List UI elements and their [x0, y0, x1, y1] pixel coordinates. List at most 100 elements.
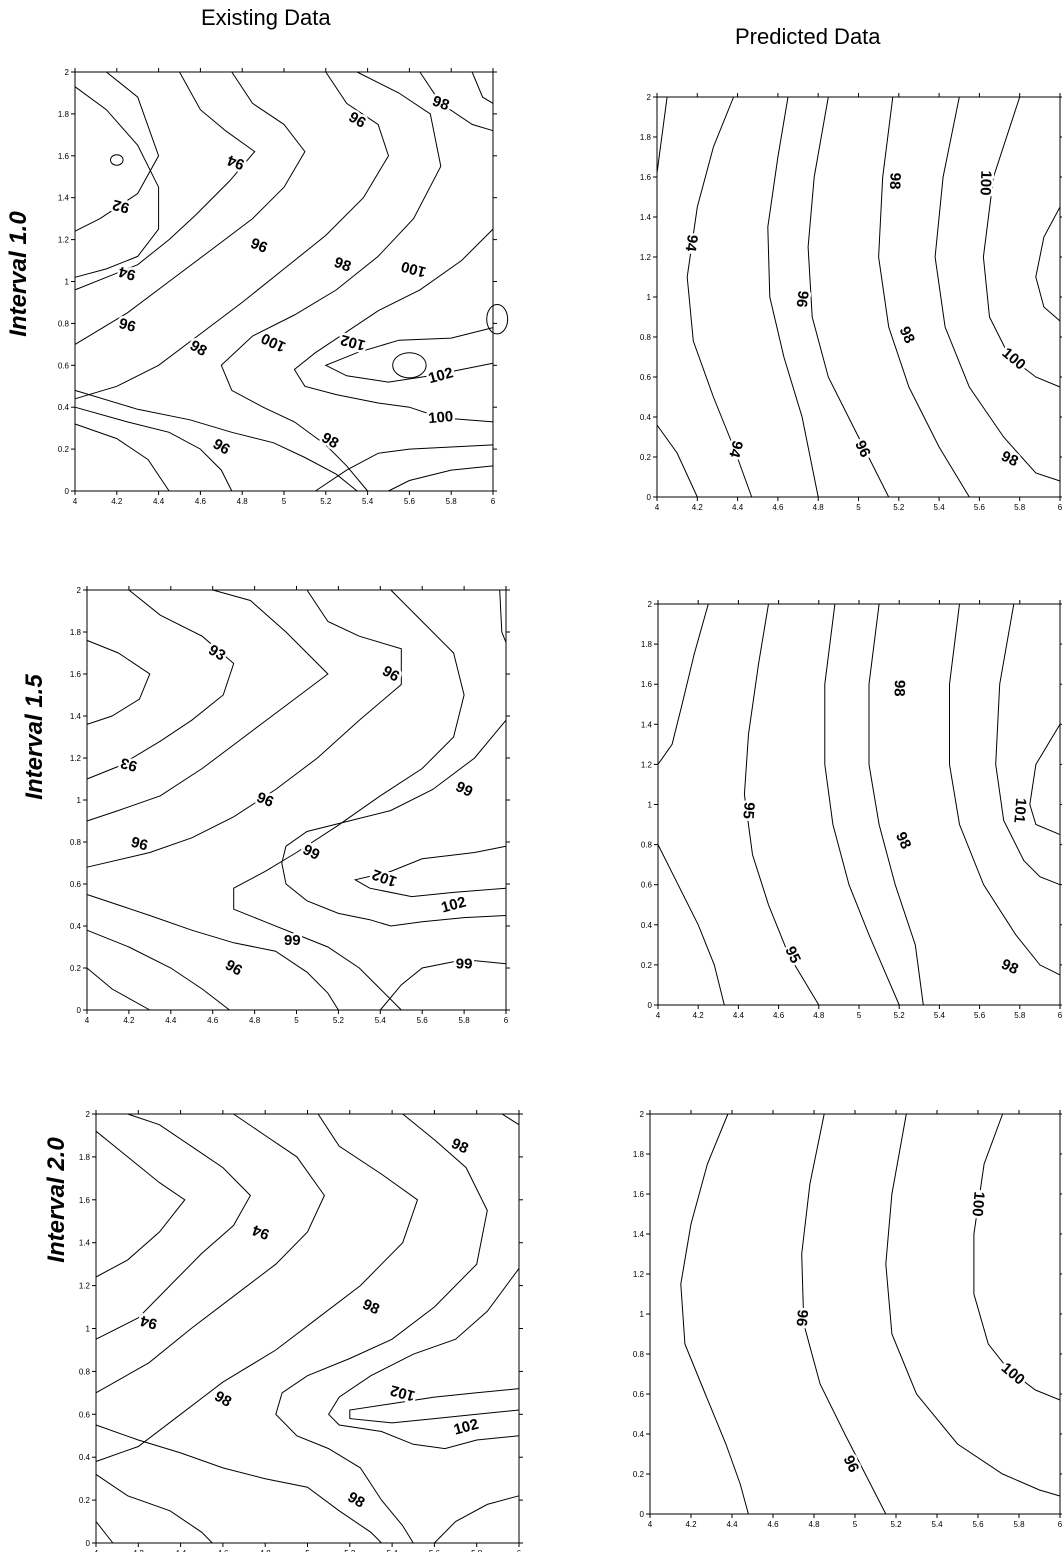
contour-value-label: 100 [399, 257, 428, 280]
y-tick-label: 1.8 [640, 133, 652, 142]
contour-value-label: 98 [890, 680, 908, 697]
x-tick-label: 4.4 [175, 1549, 187, 1552]
x-tick-label: 4.4 [733, 1011, 745, 1020]
contour-value-label: 98 [892, 829, 914, 851]
contour-line [434, 1495, 520, 1544]
contour-line [680, 1113, 749, 1515]
y-tick-label: 0.4 [79, 1453, 91, 1462]
contour-value-label: 98 [345, 1489, 368, 1512]
plot-frame [74, 71, 494, 492]
contour-value-label: 98 [360, 1296, 382, 1318]
contour-value-label: 96 [222, 956, 245, 979]
contour-value-label: 96 [346, 109, 369, 132]
x-tick-label: 4.2 [133, 1549, 145, 1552]
x-tick-label: 4.2 [123, 1016, 135, 1025]
contour-line [74, 71, 306, 345]
y-tick-label: 2 [77, 586, 82, 595]
contour-value-label: 94 [725, 439, 746, 460]
x-tick-label: 4.8 [237, 497, 249, 506]
contour-loop [392, 352, 427, 379]
contour-value-label: 98 [896, 324, 918, 346]
contour-value-label: 96 [851, 438, 873, 460]
contour-line [982, 96, 1061, 388]
contour-line [327, 1268, 520, 1450]
y-tick-label: 1.4 [58, 194, 70, 203]
contour-line [743, 603, 820, 1006]
y-tick-label: 0.6 [58, 361, 70, 370]
plot-frame [657, 603, 1061, 1006]
contour-line [501, 1113, 520, 1126]
contour-line [95, 1130, 186, 1278]
contour-panel-existing-interval-2.0: 98949894981021029844.24.44.64.855.25.45.… [79, 1110, 523, 1552]
x-tick-label: 5 [857, 1011, 862, 1020]
x-tick-label: 4.6 [772, 503, 784, 512]
x-tick-label: 4 [648, 1520, 653, 1529]
contour-line [74, 423, 170, 492]
x-tick-label: 4.2 [693, 1011, 705, 1020]
contour-line [74, 389, 358, 492]
x-tick-label: 4.6 [207, 1016, 219, 1025]
y-tick-label: 0.4 [641, 921, 653, 930]
y-tick-label: 0.6 [633, 1390, 645, 1399]
contour-value-label: 99 [456, 955, 473, 972]
x-tick-label: 5.4 [362, 497, 374, 506]
x-tick-label: 4.4 [726, 1520, 738, 1529]
y-tick-label: 0.4 [633, 1430, 645, 1439]
x-tick-label: 4.2 [692, 503, 704, 512]
contour-line [824, 603, 900, 1006]
y-tick-label: 0.8 [640, 333, 652, 342]
contour-line [1029, 724, 1061, 836]
x-tick-label: 4 [655, 503, 660, 512]
x-tick-label: 6 [491, 497, 496, 506]
x-tick-label: 5 [305, 1549, 310, 1552]
x-tick-label: 5 [282, 497, 287, 506]
contour-value-label: 96 [248, 235, 270, 257]
contour-line [86, 589, 402, 868]
x-tick-label: 5.2 [890, 1520, 902, 1529]
y-tick-label: 0.2 [70, 964, 82, 973]
contour-line [885, 1113, 1061, 1497]
y-tick-label: 0.8 [70, 838, 82, 847]
y-tick-label: 2 [648, 600, 653, 609]
x-tick-label: 4.8 [249, 1016, 261, 1025]
y-tick-label: 0.2 [79, 1496, 91, 1505]
column-title-existing: Existing Data [201, 5, 331, 30]
contour-line [86, 967, 151, 1011]
contour-value-label: 102 [426, 364, 455, 387]
contour-value-label: 99 [453, 778, 475, 800]
x-tick-label: 4.2 [111, 497, 123, 506]
x-tick-label: 4.6 [217, 1549, 229, 1552]
y-tick-label: 1.8 [70, 628, 82, 637]
x-tick-label: 5.6 [974, 503, 986, 512]
contour-line [324, 327, 494, 383]
y-tick-label: 1.6 [641, 680, 653, 689]
x-tick-label: 5.2 [344, 1549, 356, 1552]
y-tick-label: 1.4 [79, 1239, 91, 1248]
x-tick-label: 5.6 [417, 1016, 429, 1025]
y-tick-label: 0.2 [640, 453, 652, 462]
contour-line [74, 71, 160, 232]
contour-value-label: 100 [259, 329, 289, 355]
x-tick-label: 5.6 [974, 1011, 986, 1020]
x-tick-label: 4.4 [732, 503, 744, 512]
x-tick-label: 4 [73, 497, 78, 506]
contour-value-label: 102 [339, 331, 368, 354]
contour-value-label: 98 [319, 429, 342, 452]
contour-panel-predicted-interval-1.5: 98 95 101 98 95 98 4 4.2 4.4 4.6 4.8 5 5.2 5.4 5.6 5.8 6… [641, 600, 1062, 1020]
x-tick-label: 5.8 [1014, 503, 1026, 512]
contour-value-label: 96 [117, 315, 138, 336]
y-tick-label: 2 [640, 1110, 645, 1119]
y-tick-label: 2 [86, 1110, 91, 1119]
y-tick-label: 1.6 [640, 173, 652, 182]
x-tick-label: 4.8 [260, 1549, 272, 1552]
x-tick-label: 4.4 [165, 1016, 177, 1025]
contour-line [349, 1388, 520, 1424]
contour-value-label: 95 [739, 801, 757, 819]
contour-value-label: 96 [793, 290, 812, 309]
x-tick-label: 4.6 [773, 1011, 785, 1020]
contour-line [220, 71, 442, 492]
contour-value-label: 99 [300, 841, 322, 863]
contour-line [995, 603, 1061, 886]
contour-value-label: 99 [284, 932, 301, 949]
x-tick-label: 6 [1058, 1520, 1062, 1529]
